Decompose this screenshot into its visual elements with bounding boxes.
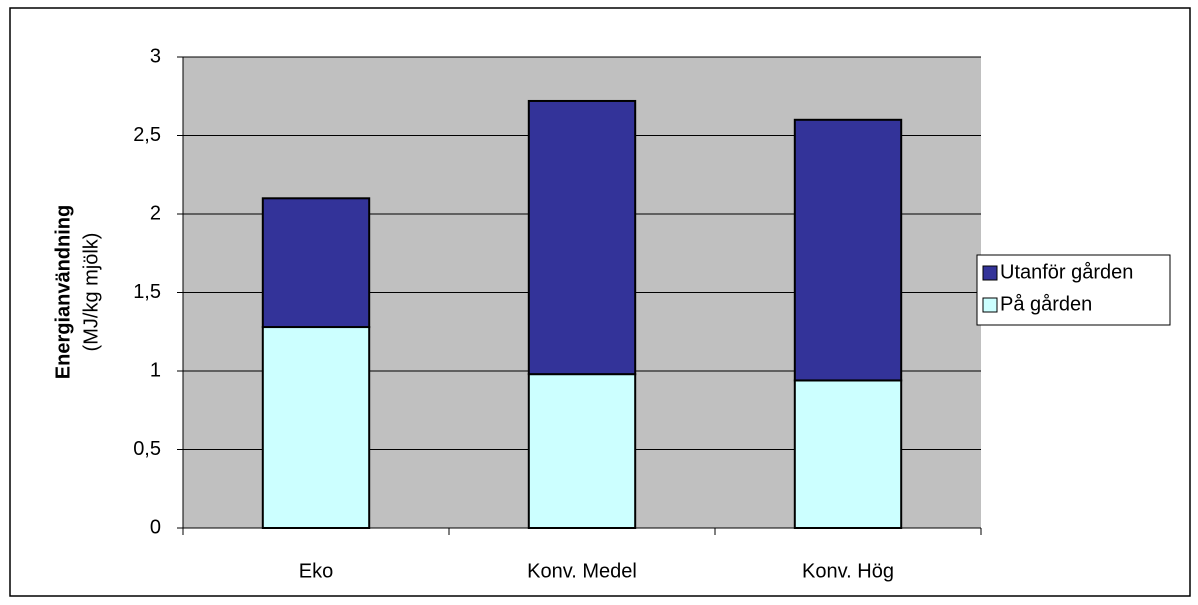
y-tick-label: 0 (150, 516, 161, 538)
legend-swatch (982, 297, 998, 313)
legend-swatch (982, 265, 998, 281)
x-tick-label: Konv. Hög (802, 560, 894, 582)
y-axis-sublabel: (MJ/kg mjölk) (80, 233, 102, 352)
bar-segment (527, 373, 637, 530)
bar-segment (793, 379, 903, 530)
bar-segment (261, 197, 371, 329)
y-tick-label: 2,5 (133, 124, 161, 146)
legend-label: På gården (1000, 293, 1092, 315)
bar-segment (527, 99, 637, 376)
x-tick-label: Konv. Medel (527, 560, 637, 582)
legend-box (976, 254, 1171, 326)
legend-label: Utanför gården (1000, 261, 1133, 283)
y-tick-label: 1 (150, 359, 161, 381)
bar-segment (793, 118, 903, 382)
y-tick-label: 2 (150, 202, 161, 224)
bar-segment (261, 326, 371, 530)
x-tick-label: Eko (299, 560, 333, 582)
y-tick-label: 1,5 (133, 281, 161, 303)
y-tick-label: 0,5 (133, 438, 161, 460)
y-tick-label: 3 (150, 45, 161, 67)
y-axis-label: Energianvändning (52, 205, 74, 379)
